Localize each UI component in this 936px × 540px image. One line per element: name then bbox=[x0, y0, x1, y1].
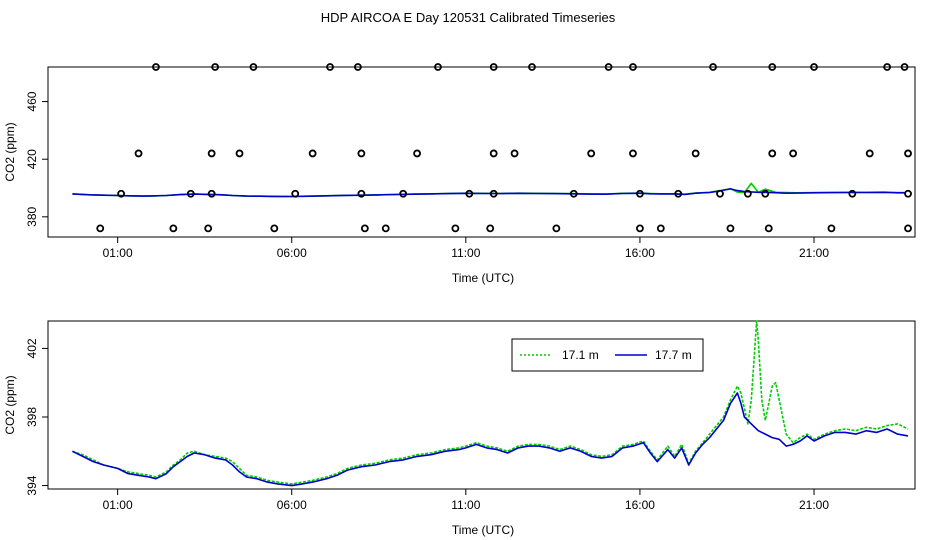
top-data-point-50 bbox=[353, 63, 362, 71]
top-data-point-14 bbox=[848, 189, 857, 198]
top-data-point-31 bbox=[134, 149, 143, 158]
top-data-point-18 bbox=[204, 224, 213, 233]
bottom-y-tick-label-2: 402 bbox=[25, 338, 39, 358]
top-data-point-10 bbox=[674, 189, 683, 198]
top-data-point-59 bbox=[883, 63, 892, 71]
top-data-point-44 bbox=[865, 149, 874, 158]
top-data-point-26 bbox=[656, 224, 665, 233]
bottom-y-tick-label-1: 398 bbox=[25, 407, 39, 427]
top-data-point-45 bbox=[904, 149, 912, 158]
top-data-point-22 bbox=[451, 224, 460, 233]
top-data-point-24 bbox=[552, 224, 561, 233]
top-data-point-60 bbox=[900, 63, 909, 71]
top-data-point-51 bbox=[434, 63, 442, 71]
legend: 17.1 m 17.7 m bbox=[511, 338, 704, 372]
bottom-x-tick-label-1: 06:00 bbox=[277, 498, 307, 512]
top-x-axis-label: Time (UTC) bbox=[452, 271, 514, 285]
top-y-axis-label: CO2 (ppm) bbox=[3, 122, 17, 181]
top-data-point-23 bbox=[486, 224, 495, 233]
top-data-point-7 bbox=[489, 189, 498, 198]
top-y-tick-label-1: 420 bbox=[25, 149, 39, 169]
top-data-point-9 bbox=[636, 189, 644, 198]
top-data-point-56 bbox=[709, 63, 717, 71]
top-data-point-5 bbox=[399, 189, 408, 198]
top-data-point-55 bbox=[629, 63, 637, 71]
top-data-point-35 bbox=[357, 149, 366, 158]
top-series-line-1 bbox=[72, 188, 905, 198]
top-data-point-37 bbox=[489, 149, 498, 158]
top-data-point-43 bbox=[789, 149, 798, 158]
top-data-point-46 bbox=[152, 63, 160, 71]
top-data-point-47 bbox=[211, 63, 220, 71]
bottom-series-line-1 bbox=[72, 392, 909, 487]
top-data-point-12 bbox=[743, 189, 752, 198]
top-data-point-30 bbox=[904, 224, 912, 233]
top-data-point-29 bbox=[827, 224, 836, 233]
top-x-tick-label-0: 01:00 bbox=[103, 246, 133, 260]
legend-label-green: 17.1 m bbox=[562, 348, 599, 362]
top-data-point-21 bbox=[381, 224, 390, 233]
figure-title: HDP AIRCOA E Day 120531 Calibrated Times… bbox=[321, 10, 616, 25]
top-x-tick-label-2: 11:00 bbox=[451, 246, 480, 260]
top-data-point-19 bbox=[270, 224, 279, 233]
top-y-tick-label-0: 380 bbox=[25, 206, 39, 226]
top-data-point-52 bbox=[489, 63, 498, 71]
top-data-point-39 bbox=[587, 149, 596, 158]
top-data-point-36 bbox=[413, 149, 421, 158]
top-x-tick-label-3: 16:00 bbox=[625, 246, 655, 260]
top-data-point-34 bbox=[308, 149, 317, 158]
bottom-y-tick-label-0: 394 bbox=[25, 475, 39, 495]
top-data-point-17 bbox=[169, 224, 178, 233]
top-data-point-49 bbox=[326, 63, 334, 71]
top-data-point-41 bbox=[691, 149, 700, 158]
bottom-x-tick-label-2: 11:00 bbox=[451, 498, 480, 512]
top-data-point-6 bbox=[465, 189, 474, 198]
bottom-x-tick-label-3: 16:00 bbox=[625, 498, 655, 512]
top-data-point-1 bbox=[186, 189, 195, 198]
top-data-point-27 bbox=[726, 224, 735, 233]
top-data-point-16 bbox=[96, 224, 105, 233]
top-data-point-2 bbox=[207, 189, 216, 198]
top-data-point-33 bbox=[235, 149, 244, 158]
top-plot-frame bbox=[47, 66, 916, 238]
legend-label-blue: 17.7 m bbox=[655, 348, 692, 362]
top-data-point-8 bbox=[569, 189, 578, 198]
bottom-x-axis-label: Time (UTC) bbox=[452, 523, 514, 537]
top-y-tick-label-2: 460 bbox=[25, 91, 39, 111]
top-data-point-38 bbox=[510, 149, 519, 158]
legend-box bbox=[511, 338, 704, 372]
top-data-point-4 bbox=[357, 189, 366, 198]
top-x-tick-label-1: 06:00 bbox=[277, 246, 307, 260]
top-panel: 01:00 06:00 11:00 16:00 21:00 380 420 460 Time … bbox=[3, 63, 916, 285]
top-data-point-0 bbox=[117, 189, 126, 198]
top-data-point-20 bbox=[360, 224, 369, 233]
top-data-point-32 bbox=[207, 149, 216, 158]
top-data-point-40 bbox=[629, 149, 637, 158]
bottom-panel: 01:00 06:00 11:00 16:00 21:00 394 398 402 17.1 … bbox=[3, 320, 916, 537]
top-data-point-57 bbox=[768, 63, 777, 71]
top-x-tick-label-4: 21:00 bbox=[799, 246, 829, 260]
top-data-point-28 bbox=[764, 224, 773, 233]
top-data-point-3 bbox=[291, 189, 300, 198]
top-data-point-25 bbox=[636, 224, 644, 233]
bottom-x-tick-label-4: 21:00 bbox=[799, 498, 829, 512]
top-data-point-42 bbox=[768, 149, 777, 158]
bottom-plot-frame bbox=[47, 320, 916, 490]
bottom-x-tick-label-0: 01:00 bbox=[103, 498, 133, 512]
top-data-point-11 bbox=[716, 189, 724, 198]
bottom-series-line-0 bbox=[72, 320, 909, 485]
top-data-point-48 bbox=[249, 63, 258, 71]
top-data-point-13 bbox=[761, 189, 770, 198]
top-data-point-15 bbox=[904, 189, 912, 198]
top-data-point-58 bbox=[810, 63, 818, 71]
top-data-point-53 bbox=[528, 63, 536, 71]
bottom-y-axis-label: CO2 (ppm) bbox=[3, 375, 17, 434]
top-data-point-54 bbox=[604, 63, 613, 71]
